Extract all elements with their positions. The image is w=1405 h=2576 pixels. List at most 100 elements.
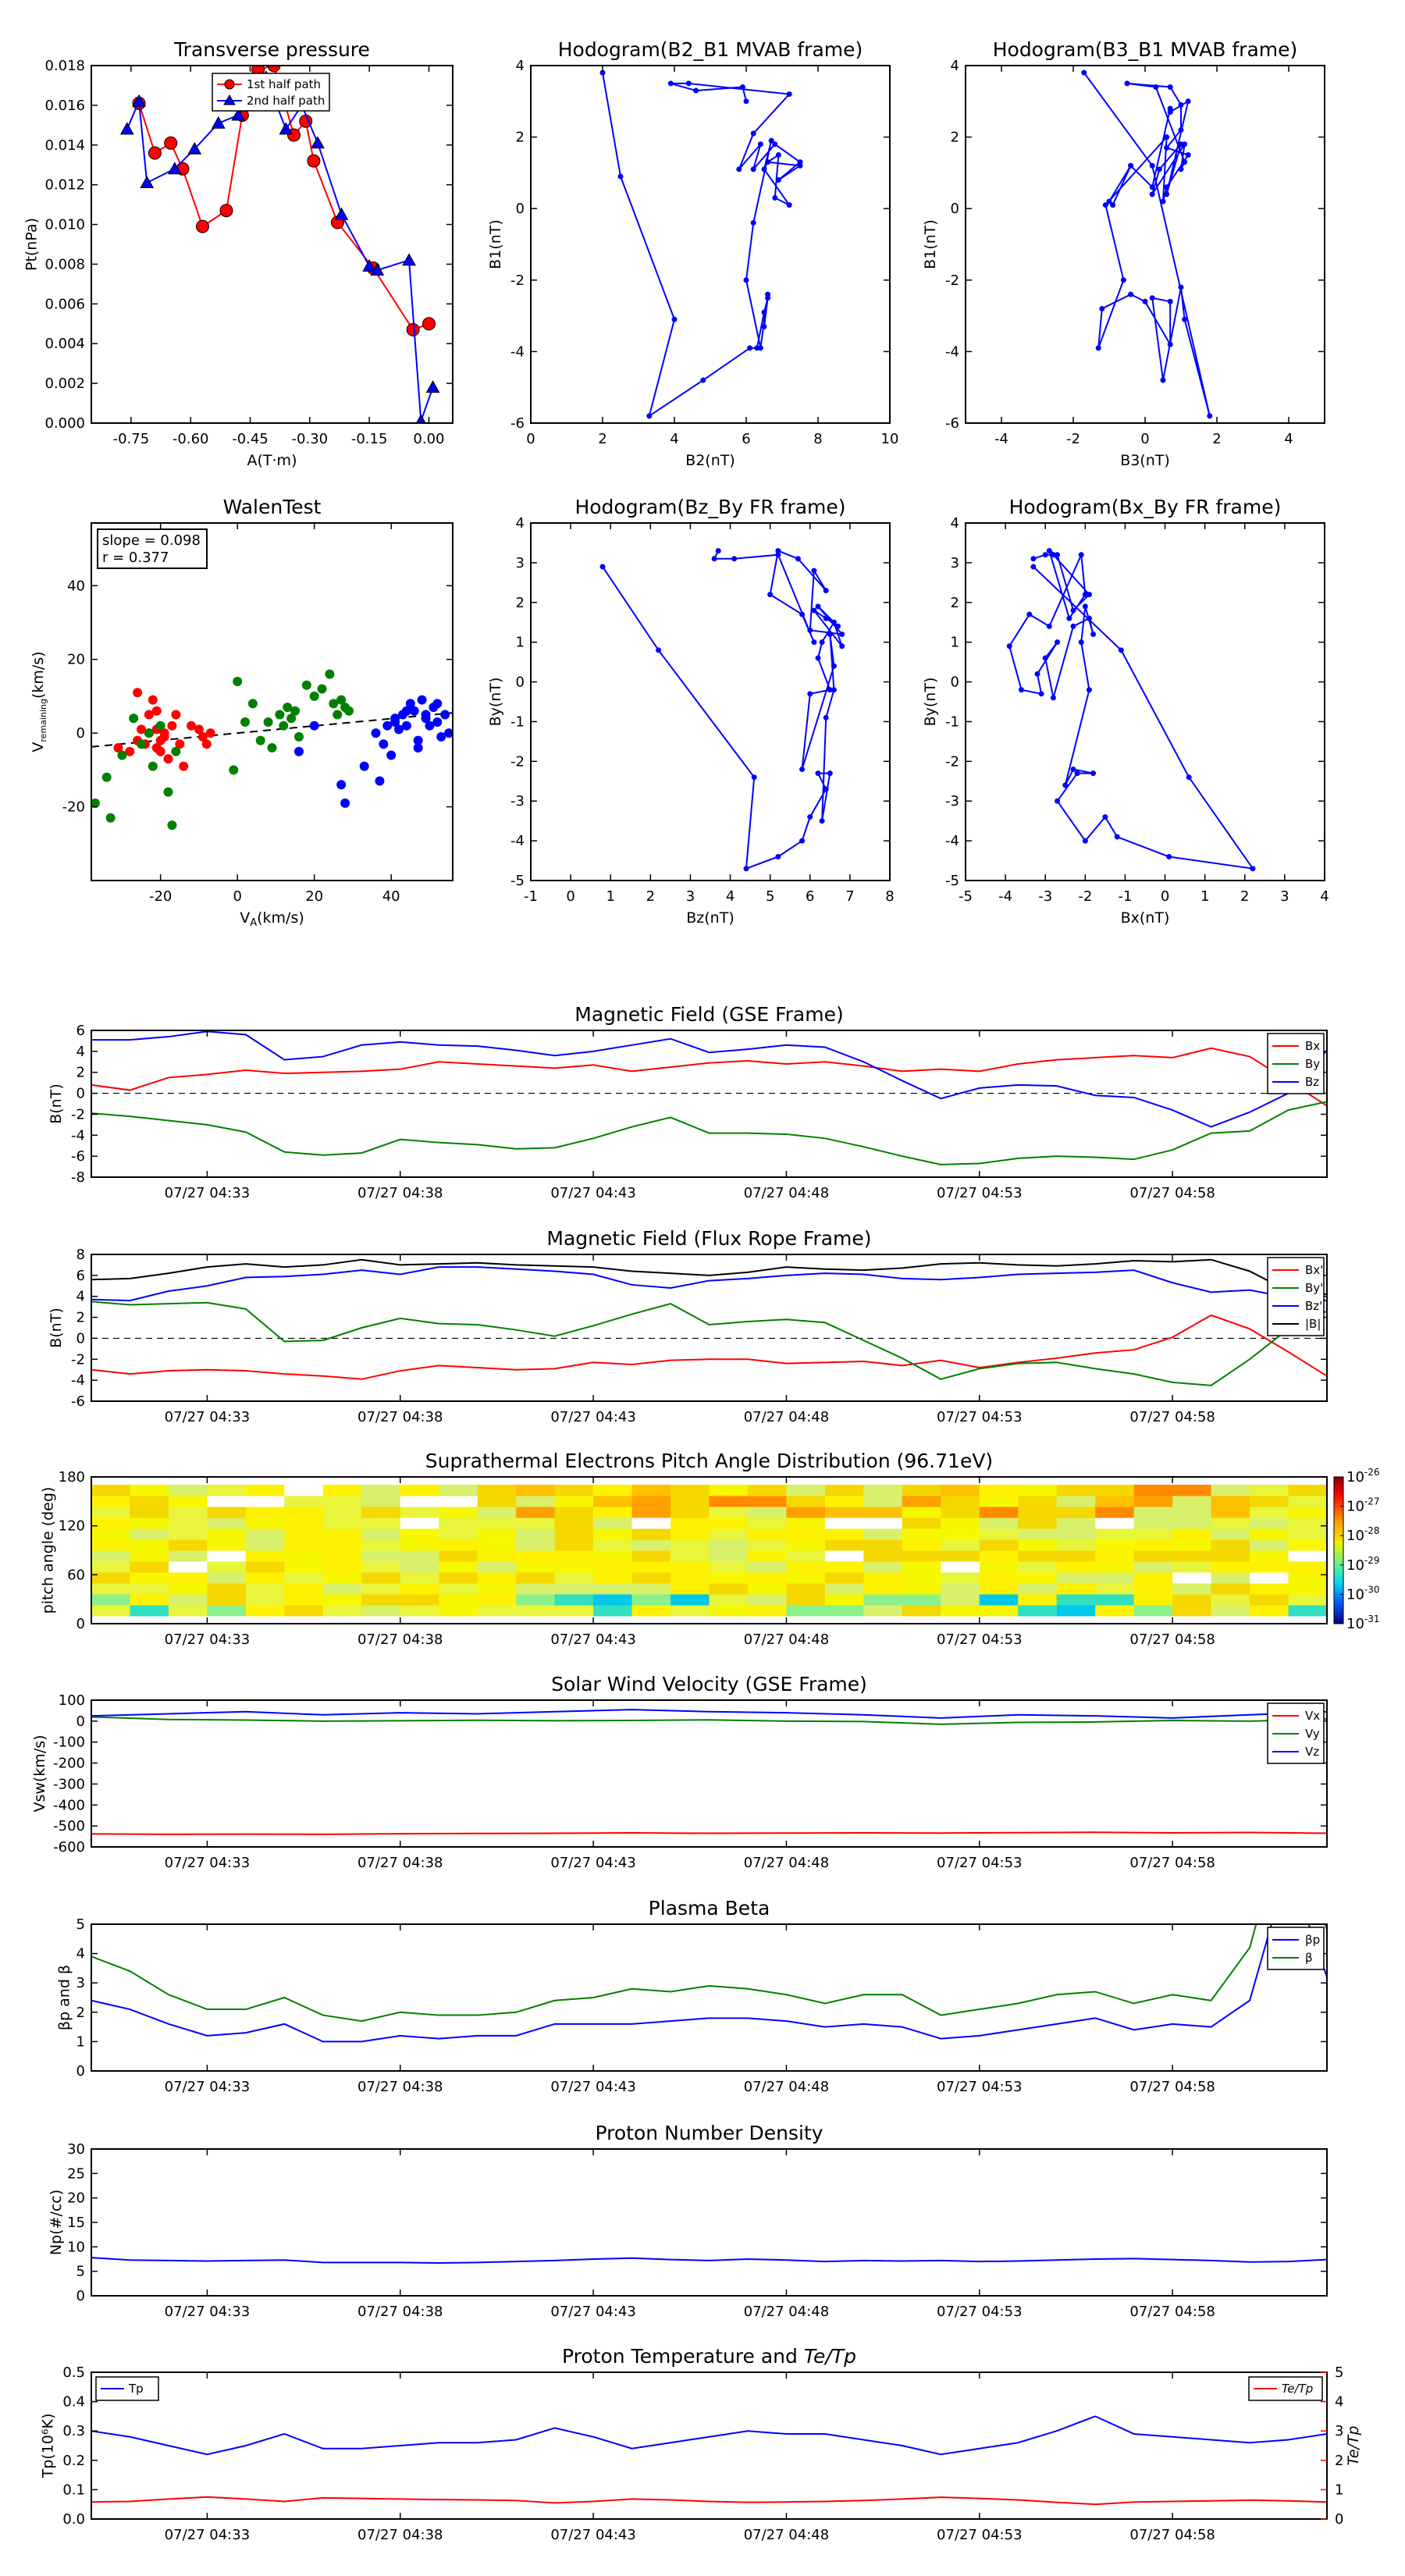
tp-title: Transverse pressure: [173, 38, 370, 61]
pad-cell: [1211, 1572, 1250, 1584]
tp-ylabel: Pt(nPa): [23, 218, 41, 271]
pad-cell: [1211, 1594, 1250, 1606]
walen-point: [436, 731, 446, 742]
pad-cell: [477, 1507, 517, 1518]
pad-cell: [593, 1572, 633, 1584]
walen-point: [336, 695, 347, 705]
pad-cell: [322, 1528, 362, 1540]
beta-ytick-label: 4: [76, 1946, 85, 1962]
pad-cell: [130, 1605, 169, 1617]
h2-point: [1149, 162, 1155, 169]
h3-point: [711, 556, 717, 562]
h2-point: [1167, 298, 1173, 304]
pad-cell: [709, 1528, 749, 1540]
pad-cell: [207, 1550, 247, 1562]
h4-point: [1166, 853, 1172, 859]
pad-cell: [1095, 1485, 1135, 1496]
h4-point: [1078, 639, 1084, 646]
pad-cell: [284, 1517, 324, 1529]
pad-cell: [747, 1550, 787, 1562]
walen-point: [105, 813, 116, 823]
beta-ytick-label: 3: [76, 1975, 85, 1991]
h4-point: [1030, 564, 1037, 570]
h3-xtick-label: 2: [646, 888, 655, 905]
pad-cell: [516, 1528, 556, 1540]
pad-cell: [91, 1572, 130, 1584]
h4-xtick-label: 0: [1161, 888, 1169, 905]
walen-point: [413, 735, 423, 745]
tp-series-1sthalfpath-line: [138, 66, 429, 331]
pad-cell: [1056, 1517, 1096, 1529]
pad-cell: [439, 1528, 478, 1540]
mag_fr-legend-label: Bx': [1305, 1263, 1323, 1277]
pad-cell: [902, 1528, 941, 1540]
h3-point: [827, 631, 833, 637]
tp-ratio-y2tick-label: 3: [1335, 2423, 1343, 2439]
tp-ratio-y2tick-label: 5: [1335, 2364, 1343, 2381]
pad-cell: [130, 1528, 169, 1540]
walen-point: [309, 691, 319, 701]
h1-ytick-label: 2: [516, 130, 525, 146]
pad-cell: [361, 1507, 401, 1518]
pad-cell: [1133, 1528, 1173, 1540]
pad-cell: [245, 1550, 285, 1562]
pad-cell: [1172, 1485, 1212, 1496]
walen-point: [163, 787, 173, 797]
pad-cell: [245, 1594, 285, 1606]
walen-ytick-label: 40: [67, 578, 85, 594]
pad-cell: [439, 1507, 478, 1518]
pad-cell: [747, 1496, 787, 1507]
beta-legend-label: βp: [1305, 1933, 1320, 1947]
pad-cell: [439, 1594, 478, 1606]
np-ytick-label: 20: [67, 2190, 85, 2207]
walen-point: [133, 688, 143, 698]
walen-point: [290, 706, 301, 716]
h1-ylabel: B1(nT): [487, 219, 504, 269]
h3-ytick-label: -1: [510, 713, 525, 730]
pad-cell: [400, 1528, 439, 1540]
walen-point: [344, 706, 354, 716]
pad-cell: [670, 1550, 710, 1562]
pad-cell: [824, 1517, 864, 1529]
pad-cell: [670, 1507, 710, 1518]
pad-cell: [1288, 1517, 1328, 1529]
mag_gse-ytick-label: -2: [71, 1106, 85, 1123]
pad-cell: [1018, 1517, 1058, 1529]
h3-point: [775, 552, 781, 558]
pad-cell: [91, 1528, 130, 1540]
h2-point: [1164, 184, 1170, 190]
walen-point: [247, 699, 258, 709]
np-xtick-label: 07/27 04:33: [165, 2304, 250, 2320]
pad-cell: [361, 1583, 401, 1595]
h2-point: [1110, 202, 1116, 208]
pad-cell: [709, 1572, 749, 1584]
pad-cell: [593, 1507, 633, 1518]
h1-ytick-label: 0: [516, 201, 525, 217]
pad-cell: [284, 1605, 324, 1617]
pad-cell: [786, 1539, 826, 1551]
pad-cell: [902, 1507, 941, 1518]
pad-cell: [786, 1605, 826, 1617]
pad-cell: [477, 1594, 517, 1606]
h3-point: [823, 714, 829, 720]
walen-point: [137, 739, 147, 749]
pad-cell: [1288, 1561, 1328, 1573]
pad-cell: [207, 1496, 247, 1507]
pad-cell: [284, 1594, 324, 1606]
mag_fr-legend-label: |B|: [1305, 1317, 1321, 1331]
tp_ratio-xtick-label: 07/27 04:58: [1129, 2527, 1215, 2543]
pad-cell: [902, 1605, 941, 1617]
walen-point: [413, 743, 423, 753]
h3-xtick-label: 3: [686, 888, 695, 905]
h2-point: [1178, 166, 1184, 173]
h4-point: [1114, 834, 1120, 840]
pad-cell: [863, 1528, 903, 1540]
tp-xtick-label: 0.00: [413, 431, 444, 447]
walen-point: [137, 724, 147, 735]
h3-point: [795, 556, 801, 562]
tp-ratio-y2label: Te/Tp: [1345, 2425, 1362, 2465]
pad-cell: [1172, 1550, 1212, 1562]
pad-cell: [1095, 1572, 1135, 1584]
mag_gse-series-Bz-line: [91, 1030, 1327, 1128]
pad-colorbar: [1333, 1476, 1344, 1624]
